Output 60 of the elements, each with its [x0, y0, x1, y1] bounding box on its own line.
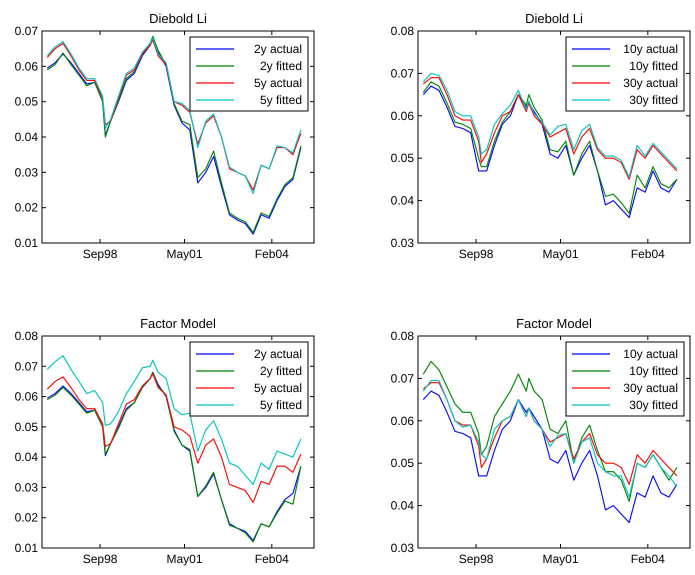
legend-label: 2y actual [254, 42, 302, 56]
legend-label: 5y actual [254, 76, 302, 90]
legend-label: 2y actual [254, 347, 302, 361]
x-tick-label: May01 [542, 247, 579, 261]
legend-label: 5y actual [254, 381, 302, 395]
legend-label: 10y actual [623, 42, 678, 56]
x-tick-label: Sep98 [458, 552, 494, 566]
legend-label: 30y actual [623, 76, 678, 90]
y-tick-label: 0.03 [14, 165, 38, 180]
x-tick-label: May01 [542, 552, 579, 566]
x-tick-label: Sep98 [82, 247, 118, 261]
y-tick-label: 0.06 [390, 108, 414, 123]
x-tick-label: Feb04 [630, 247, 666, 261]
legend-label: 30y fitted [629, 93, 678, 107]
y-tick-label: 0.04 [390, 194, 414, 208]
legend-label: 10y fitted [629, 364, 678, 378]
y-tick-label: 0.05 [14, 94, 38, 109]
y-tick-label: 0.05 [390, 456, 414, 470]
x-tick-label: Feb04 [254, 247, 290, 261]
y-tick-label: 0.01 [14, 236, 38, 250]
y-tick-label: 0.03 [390, 541, 414, 555]
chart-title: Diebold Li [525, 11, 584, 26]
legend-label: 2y fitted [260, 364, 302, 378]
legend-label: 2y fitted [260, 59, 302, 73]
y-tick-label: 0.07 [390, 66, 414, 80]
y-tick-label: 0.08 [390, 24, 414, 38]
y-tick-label: 0.02 [14, 510, 38, 525]
y-tick-label: 0.04 [14, 130, 38, 144]
legend-label: 30y actual [623, 381, 678, 395]
x-tick-label: May01 [166, 247, 203, 261]
x-tick-label: Feb04 [630, 552, 666, 566]
y-tick-label: 0.05 [390, 151, 414, 166]
y-tick-label: 0.05 [14, 420, 38, 434]
y-tick-label: 0.01 [14, 541, 38, 555]
y-tick-label: 0.08 [390, 329, 414, 343]
y-tick-label: 0.07 [14, 359, 38, 374]
y-tick-label: 0.02 [14, 200, 38, 215]
y-tick-label: 0.07 [14, 24, 38, 38]
y-tick-label: 0.06 [390, 414, 414, 428]
chart-title: Factor Model [140, 316, 216, 331]
x-tick-label: Sep98 [82, 552, 118, 566]
y-tick-label: 0.07 [390, 371, 414, 386]
y-tick-label: 0.03 [390, 236, 414, 250]
y-tick-label: 0.04 [390, 498, 414, 513]
legend-label: 10y fitted [629, 59, 678, 73]
legend-label: 5y fitted [260, 398, 302, 412]
y-tick-label: 0.06 [14, 59, 38, 74]
legend-label: 5y fitted [260, 93, 302, 107]
x-tick-label: Sep98 [458, 247, 494, 261]
x-tick-label: May01 [166, 552, 203, 566]
chart-title: Diebold Li [149, 11, 208, 26]
y-tick-label: 0.06 [14, 390, 38, 404]
y-tick-label: 0.03 [14, 480, 38, 494]
x-tick-label: Feb04 [254, 552, 290, 566]
y-tick-label: 0.04 [14, 450, 38, 464]
y-tick-label: 0.08 [14, 329, 38, 343]
chart-title: Factor Model [516, 316, 592, 331]
line-series [422, 360, 678, 502]
legend-label: 10y actual [623, 347, 678, 361]
legend-label: 30y fitted [629, 398, 678, 412]
